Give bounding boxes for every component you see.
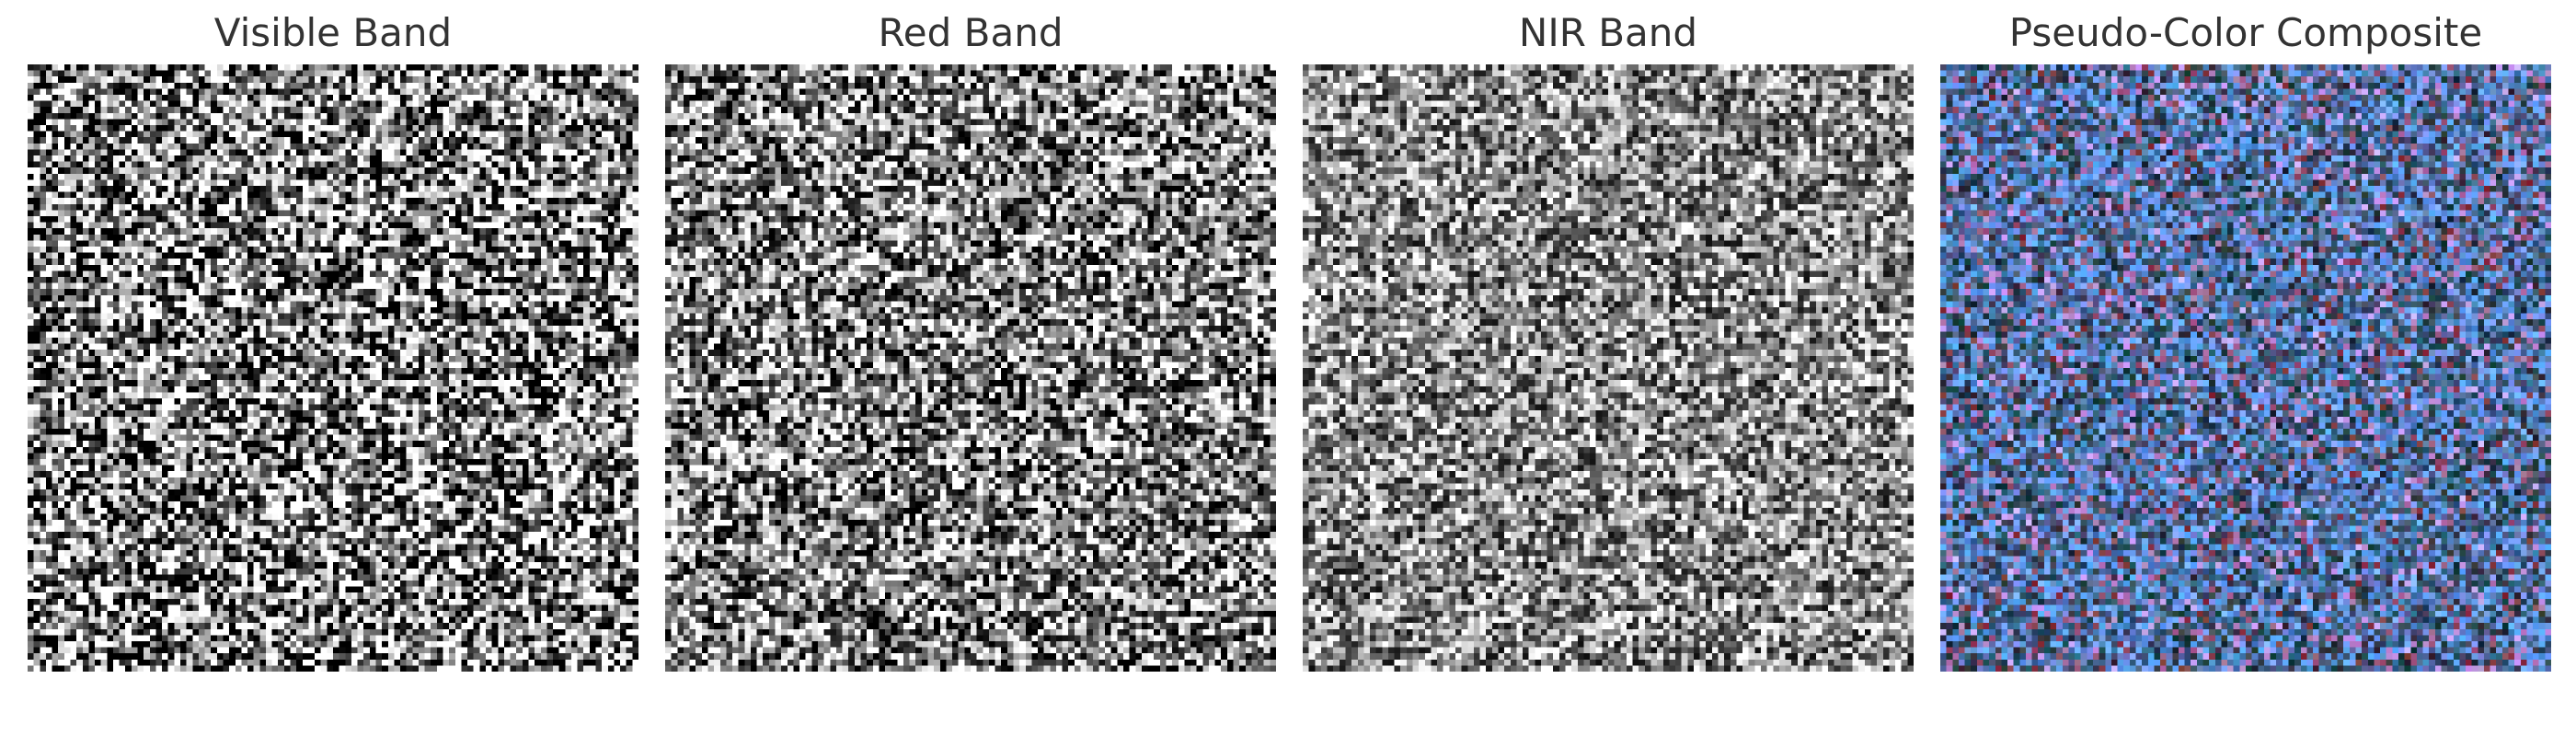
panel-red-band: Red Band — [665, 0, 1276, 681]
panel-title: Red Band — [878, 10, 1064, 55]
visible-band-image — [28, 64, 638, 672]
pseudo-color-composite-image — [1940, 64, 2551, 672]
nir-band-image — [1303, 64, 1914, 672]
panel-title: NIR Band — [1518, 10, 1698, 55]
panel-visible-band: Visible Band — [28, 0, 638, 681]
panel-pseudo-color-composite: Pseudo-Color Composite — [1940, 0, 2551, 681]
panel-nir-band: NIR Band — [1303, 0, 1914, 681]
red-band-image — [665, 64, 1276, 672]
panel-title: Pseudo-Color Composite — [2008, 10, 2483, 55]
panel-title: Visible Band — [213, 10, 453, 55]
